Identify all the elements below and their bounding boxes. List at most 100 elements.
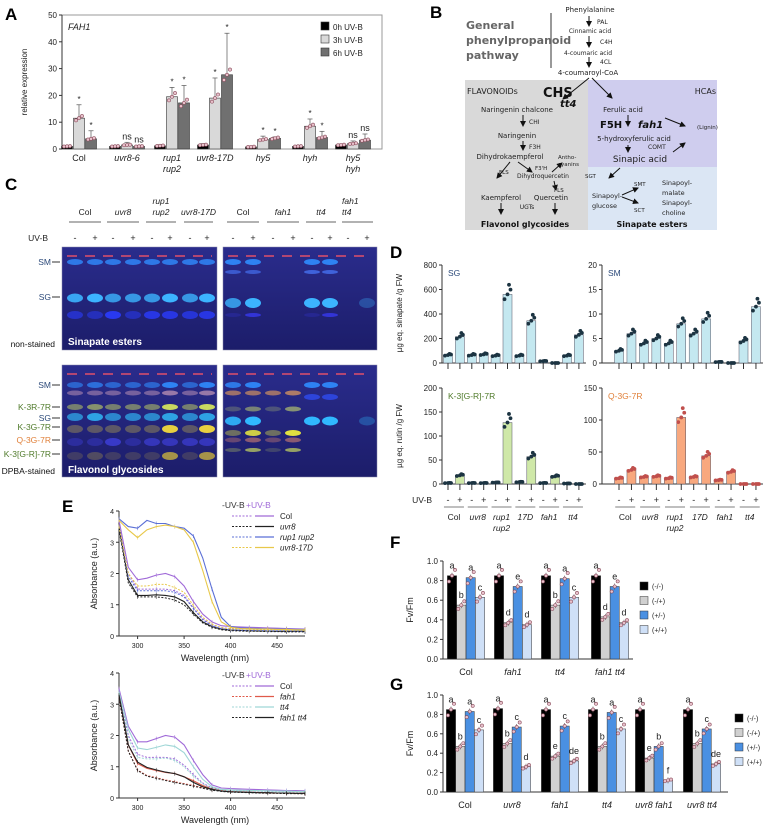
e-ytick-label: 1 [110,603,114,610]
replicate-dot [738,340,743,345]
category-label: uvr8 [503,800,521,810]
replicate-dot [477,728,481,732]
legend-swatch [320,21,330,31]
uvb-sign: + [728,495,733,505]
uvb-sign: + [364,233,369,243]
replicate-dot [693,474,698,478]
gel-band [105,311,121,319]
pathway-naringenin_chalcone: Naringenin chalcone [481,106,553,114]
bar [606,712,617,793]
bar [221,74,233,150]
d-ytick-label: 200 [424,335,438,344]
gel-band [285,390,301,396]
replicate-dot [615,579,620,584]
gel-band [199,259,215,265]
replicate-dot [483,481,488,485]
replicate-dot [556,599,561,604]
replicate-dot [526,456,531,461]
replicate-dot [481,591,485,595]
x-axis-label: Wavelength (nm) [181,815,249,825]
gel-band [67,293,83,303]
gel-band [304,298,320,308]
significance-label: * [320,121,323,130]
replicate-dot [629,331,634,336]
replicate-dot [566,352,571,357]
gel-band [182,293,198,303]
replicate-dot [505,292,510,297]
gel-band [304,394,320,400]
replicate-dot [519,352,523,357]
replicate-dot [603,741,608,746]
pathway-hcas: HCAs [695,87,716,96]
gel-band [245,298,261,308]
significance-letter: b [695,729,700,739]
replicate-dot [89,136,93,141]
replicate-dot [626,333,631,338]
replicate-dot [480,723,484,728]
uvb-sign: + [529,495,534,505]
pathway-fls2: FLS [554,188,564,194]
legend-header-plus: +UV-B [246,500,271,510]
e-xtick-label: 400 [225,643,237,650]
significance-letter: e [612,571,617,581]
bar [701,318,711,364]
replicate-dot [542,481,547,485]
gel-genotype-label: Col [79,207,92,217]
replicate-dot [606,612,611,616]
replicate-dot [701,731,706,736]
uvb-sign: - [518,495,521,505]
replicate-dot [443,353,447,358]
spectrum-line-plus [118,518,305,630]
replicate-dot [644,758,649,763]
significance-label: * [273,127,276,136]
bar [701,728,712,793]
gel-band [322,416,338,426]
uvb-sign: + [481,495,486,505]
d-ytick-label: 200 [424,384,438,393]
gel-band [322,313,338,317]
replicate-dot [474,732,478,737]
replicate-dot [574,334,578,339]
significance-letter: c [477,715,482,725]
category-label: hy5 [256,153,272,163]
replicate-dot [339,143,343,147]
panel-label: C [5,175,17,194]
gel-band [199,425,215,433]
gel-band [105,259,121,265]
genotype-label: rup2 [667,523,684,533]
significance-label: * [261,126,264,135]
significance-label: ns [360,123,370,133]
category-label: rup2 [163,164,181,174]
replicate-dot [456,606,461,611]
pathway-lignin: (Lignin) [697,125,718,131]
replicate-dot [730,361,735,365]
bar [464,711,475,793]
gel-band [67,452,83,460]
replicate-dot [116,144,120,149]
pathway-sinapoyl-malate: malate [662,189,685,197]
significance-label: * [182,75,185,84]
replicate-dot [553,754,558,759]
gel-band [144,311,160,319]
replicate-dot [614,476,618,481]
replicate-dot [252,144,256,149]
replicate-dot [711,763,715,768]
a-ytick-label: 40 [48,38,57,47]
bar [609,586,620,660]
replicate-dot [556,751,561,756]
replicate-dot [452,701,456,706]
uvb-sign: + [250,233,255,243]
d-ytick-label: 0 [593,480,598,489]
replicate-dot [80,114,84,118]
replicate-dot [668,338,673,343]
uvb-sign: + [327,233,332,243]
replicate-dot [354,141,358,146]
subplot-title: Q-3G-7R [608,391,642,401]
category-label: Col [72,153,86,163]
category-label: tt4 [555,667,565,677]
gel-band [225,430,241,436]
gel-marker-label: SG [39,292,51,302]
d-ytick-label: 150 [424,408,438,417]
uvb-sign: + [654,495,659,505]
